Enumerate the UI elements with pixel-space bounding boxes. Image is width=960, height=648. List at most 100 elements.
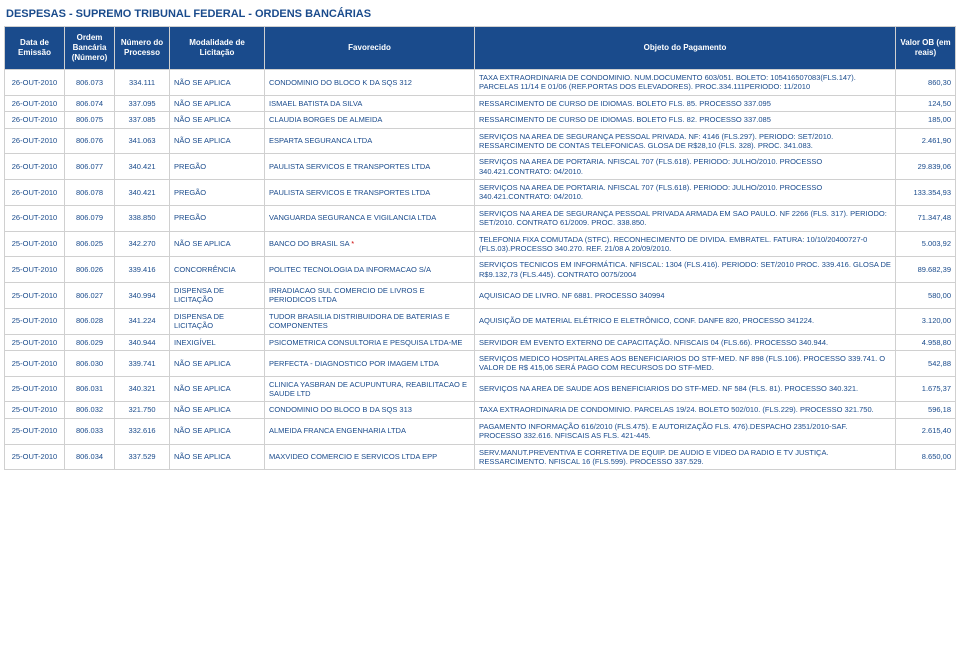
cell-ordem: 806.073 bbox=[65, 70, 115, 96]
table-row: 25-OUT-2010806.026339.416CONCORRÊNCIAPOL… bbox=[5, 257, 956, 283]
table-row: 25-OUT-2010806.031340.321NÃO SE APLICACL… bbox=[5, 376, 956, 402]
cell-favorecido: ISMAEL BATISTA DA SILVA bbox=[265, 95, 475, 111]
cell-modalidade: INEXIGÍVEL bbox=[170, 334, 265, 350]
table-row: 26-OUT-2010806.076341.063NÃO SE APLICAES… bbox=[5, 128, 956, 154]
cell-data: 26-OUT-2010 bbox=[5, 70, 65, 96]
cell-processo: 337.095 bbox=[115, 95, 170, 111]
cell-data: 26-OUT-2010 bbox=[5, 112, 65, 128]
cell-processo: 340.321 bbox=[115, 376, 170, 402]
col-processo: Número do Processo bbox=[115, 27, 170, 70]
cell-favorecido: PAULISTA SERVICOS E TRANSPORTES LTDA bbox=[265, 154, 475, 180]
cell-processo: 340.421 bbox=[115, 180, 170, 206]
cell-favorecido: CONDOMINIO DO BLOCO B DA SQS 313 bbox=[265, 402, 475, 418]
cell-modalidade: CONCORRÊNCIA bbox=[170, 257, 265, 283]
cell-modalidade: NÃO SE APLICA bbox=[170, 350, 265, 376]
cell-ordem: 806.078 bbox=[65, 180, 115, 206]
col-objeto: Objeto do Pagamento bbox=[475, 27, 896, 70]
page-title: DESPESAS - SUPREMO TRIBUNAL FEDERAL - OR… bbox=[4, 4, 956, 26]
table-row: 26-OUT-2010806.079338.850PREGÃOVANGUARDA… bbox=[5, 205, 956, 231]
cell-favorecido: ESPARTA SEGURANCA LTDA bbox=[265, 128, 475, 154]
cell-objeto: SERVIÇOS NA AREA DE SEGURANÇA PESSOAL PR… bbox=[475, 205, 896, 231]
cell-valor: 185,00 bbox=[896, 112, 956, 128]
cell-ordem: 806.034 bbox=[65, 444, 115, 470]
col-valor: Valor OB (em reais) bbox=[896, 27, 956, 70]
cell-processo: 341.224 bbox=[115, 308, 170, 334]
cell-ordem: 806.029 bbox=[65, 334, 115, 350]
cell-valor: 133.354,93 bbox=[896, 180, 956, 206]
cell-favorecido: PSICOMETRICA CONSULTORIA E PESQUISA LTDA… bbox=[265, 334, 475, 350]
cell-favorecido: POLITEC TECNOLOGIA DA INFORMACAO S/A bbox=[265, 257, 475, 283]
cell-valor: 542,88 bbox=[896, 350, 956, 376]
cell-objeto: TELEFONIA FIXA COMUTADA (STFC). RECONHEC… bbox=[475, 231, 896, 257]
cell-valor: 71.347,48 bbox=[896, 205, 956, 231]
cell-valor: 89.682,39 bbox=[896, 257, 956, 283]
cell-data: 25-OUT-2010 bbox=[5, 402, 65, 418]
cell-favorecido: BANCO DO BRASIL SA * bbox=[265, 231, 475, 257]
cell-modalidade: NÃO SE APLICA bbox=[170, 70, 265, 96]
cell-data: 25-OUT-2010 bbox=[5, 231, 65, 257]
table-row: 26-OUT-2010806.075337.085NÃO SE APLICACL… bbox=[5, 112, 956, 128]
cell-modalidade: DISPENSA DE LICITAÇÃO bbox=[170, 308, 265, 334]
cell-modalidade: DISPENSA DE LICITAÇÃO bbox=[170, 283, 265, 309]
col-ordem: Ordem Bancária (Número) bbox=[65, 27, 115, 70]
cell-valor: 2.461,90 bbox=[896, 128, 956, 154]
col-favorecido: Favorecido bbox=[265, 27, 475, 70]
cell-ordem: 806.033 bbox=[65, 418, 115, 444]
cell-modalidade: NÃO SE APLICA bbox=[170, 418, 265, 444]
table-row: 25-OUT-2010806.025342.270NÃO SE APLICABA… bbox=[5, 231, 956, 257]
cell-valor: 5.003,92 bbox=[896, 231, 956, 257]
cell-ordem: 806.075 bbox=[65, 112, 115, 128]
cell-modalidade: NÃO SE APLICA bbox=[170, 402, 265, 418]
cell-data: 25-OUT-2010 bbox=[5, 350, 65, 376]
cell-valor: 8.650,00 bbox=[896, 444, 956, 470]
table-row: 25-OUT-2010806.028341.224DISPENSA DE LIC… bbox=[5, 308, 956, 334]
cell-objeto: SERVIDOR EM EVENTO EXTERNO DE CAPACITAÇÃ… bbox=[475, 334, 896, 350]
cell-valor: 1.675,37 bbox=[896, 376, 956, 402]
cell-processo: 321.750 bbox=[115, 402, 170, 418]
cell-valor: 580,00 bbox=[896, 283, 956, 309]
cell-ordem: 806.076 bbox=[65, 128, 115, 154]
cell-valor: 596,18 bbox=[896, 402, 956, 418]
cell-ordem: 806.027 bbox=[65, 283, 115, 309]
cell-processo: 337.529 bbox=[115, 444, 170, 470]
cell-data: 25-OUT-2010 bbox=[5, 418, 65, 444]
cell-objeto: SERVIÇOS TECNICOS EM INFORMÁTICA. NFISCA… bbox=[475, 257, 896, 283]
cell-modalidade: NÃO SE APLICA bbox=[170, 112, 265, 128]
table-row: 25-OUT-2010806.032321.750NÃO SE APLICACO… bbox=[5, 402, 956, 418]
cell-favorecido: CONDOMINIO DO BLOCO K DA SQS 312 bbox=[265, 70, 475, 96]
cell-valor: 2.615,40 bbox=[896, 418, 956, 444]
table-row: 25-OUT-2010806.033332.616NÃO SE APLICAAL… bbox=[5, 418, 956, 444]
cell-ordem: 806.026 bbox=[65, 257, 115, 283]
col-modalidade: Modalidade de Licitação bbox=[170, 27, 265, 70]
cell-objeto: SERVIÇOS NA AREA DE SEGURANÇA PESSOAL PR… bbox=[475, 128, 896, 154]
table-row: 26-OUT-2010806.074337.095NÃO SE APLICAIS… bbox=[5, 95, 956, 111]
cell-modalidade: PREGÃO bbox=[170, 154, 265, 180]
col-data: Data de Emissão bbox=[5, 27, 65, 70]
cell-processo: 341.063 bbox=[115, 128, 170, 154]
table-row: 25-OUT-2010806.030339.741NÃO SE APLICAPE… bbox=[5, 350, 956, 376]
table-header-row: Data de Emissão Ordem Bancária (Número) … bbox=[5, 27, 956, 70]
cell-favorecido: IRRADIACAO SUL COMERCIO DE LIVROS E PERI… bbox=[265, 283, 475, 309]
cell-processo: 340.421 bbox=[115, 154, 170, 180]
expenses-table: Data de Emissão Ordem Bancária (Número) … bbox=[4, 26, 956, 470]
cell-objeto: SERVIÇOS NA AREA DE PORTARIA. NFISCAL 70… bbox=[475, 180, 896, 206]
cell-data: 26-OUT-2010 bbox=[5, 180, 65, 206]
cell-ordem: 806.025 bbox=[65, 231, 115, 257]
cell-modalidade: NÃO SE APLICA bbox=[170, 376, 265, 402]
cell-modalidade: NÃO SE APLICA bbox=[170, 444, 265, 470]
cell-valor: 124,50 bbox=[896, 95, 956, 111]
cell-objeto: RESSARCIMENTO DE CURSO DE IDIOMAS. BOLET… bbox=[475, 95, 896, 111]
cell-objeto: AQUISICAO DE LIVRO. NF 6881. PROCESSO 34… bbox=[475, 283, 896, 309]
cell-processo: 337.085 bbox=[115, 112, 170, 128]
cell-objeto: TAXA EXTRAORDINARIA DE CONDOMINIO. NUM.D… bbox=[475, 70, 896, 96]
cell-processo: 332.616 bbox=[115, 418, 170, 444]
cell-favorecido: VANGUARDA SEGURANCA E VIGILANCIA LTDA bbox=[265, 205, 475, 231]
cell-processo: 339.416 bbox=[115, 257, 170, 283]
cell-ordem: 806.074 bbox=[65, 95, 115, 111]
asterisk-icon: * bbox=[351, 239, 354, 248]
cell-objeto: TAXA EXTRAORDINARIA DE CONDOMINIO. PARCE… bbox=[475, 402, 896, 418]
cell-favorecido: PERFECTA - DIAGNOSTICO POR IMAGEM LTDA bbox=[265, 350, 475, 376]
cell-objeto: SERVIÇOS NA AREA DE PORTARIA. NFISCAL 70… bbox=[475, 154, 896, 180]
table-row: 25-OUT-2010806.029340.944INEXIGÍVELPSICO… bbox=[5, 334, 956, 350]
cell-ordem: 806.032 bbox=[65, 402, 115, 418]
